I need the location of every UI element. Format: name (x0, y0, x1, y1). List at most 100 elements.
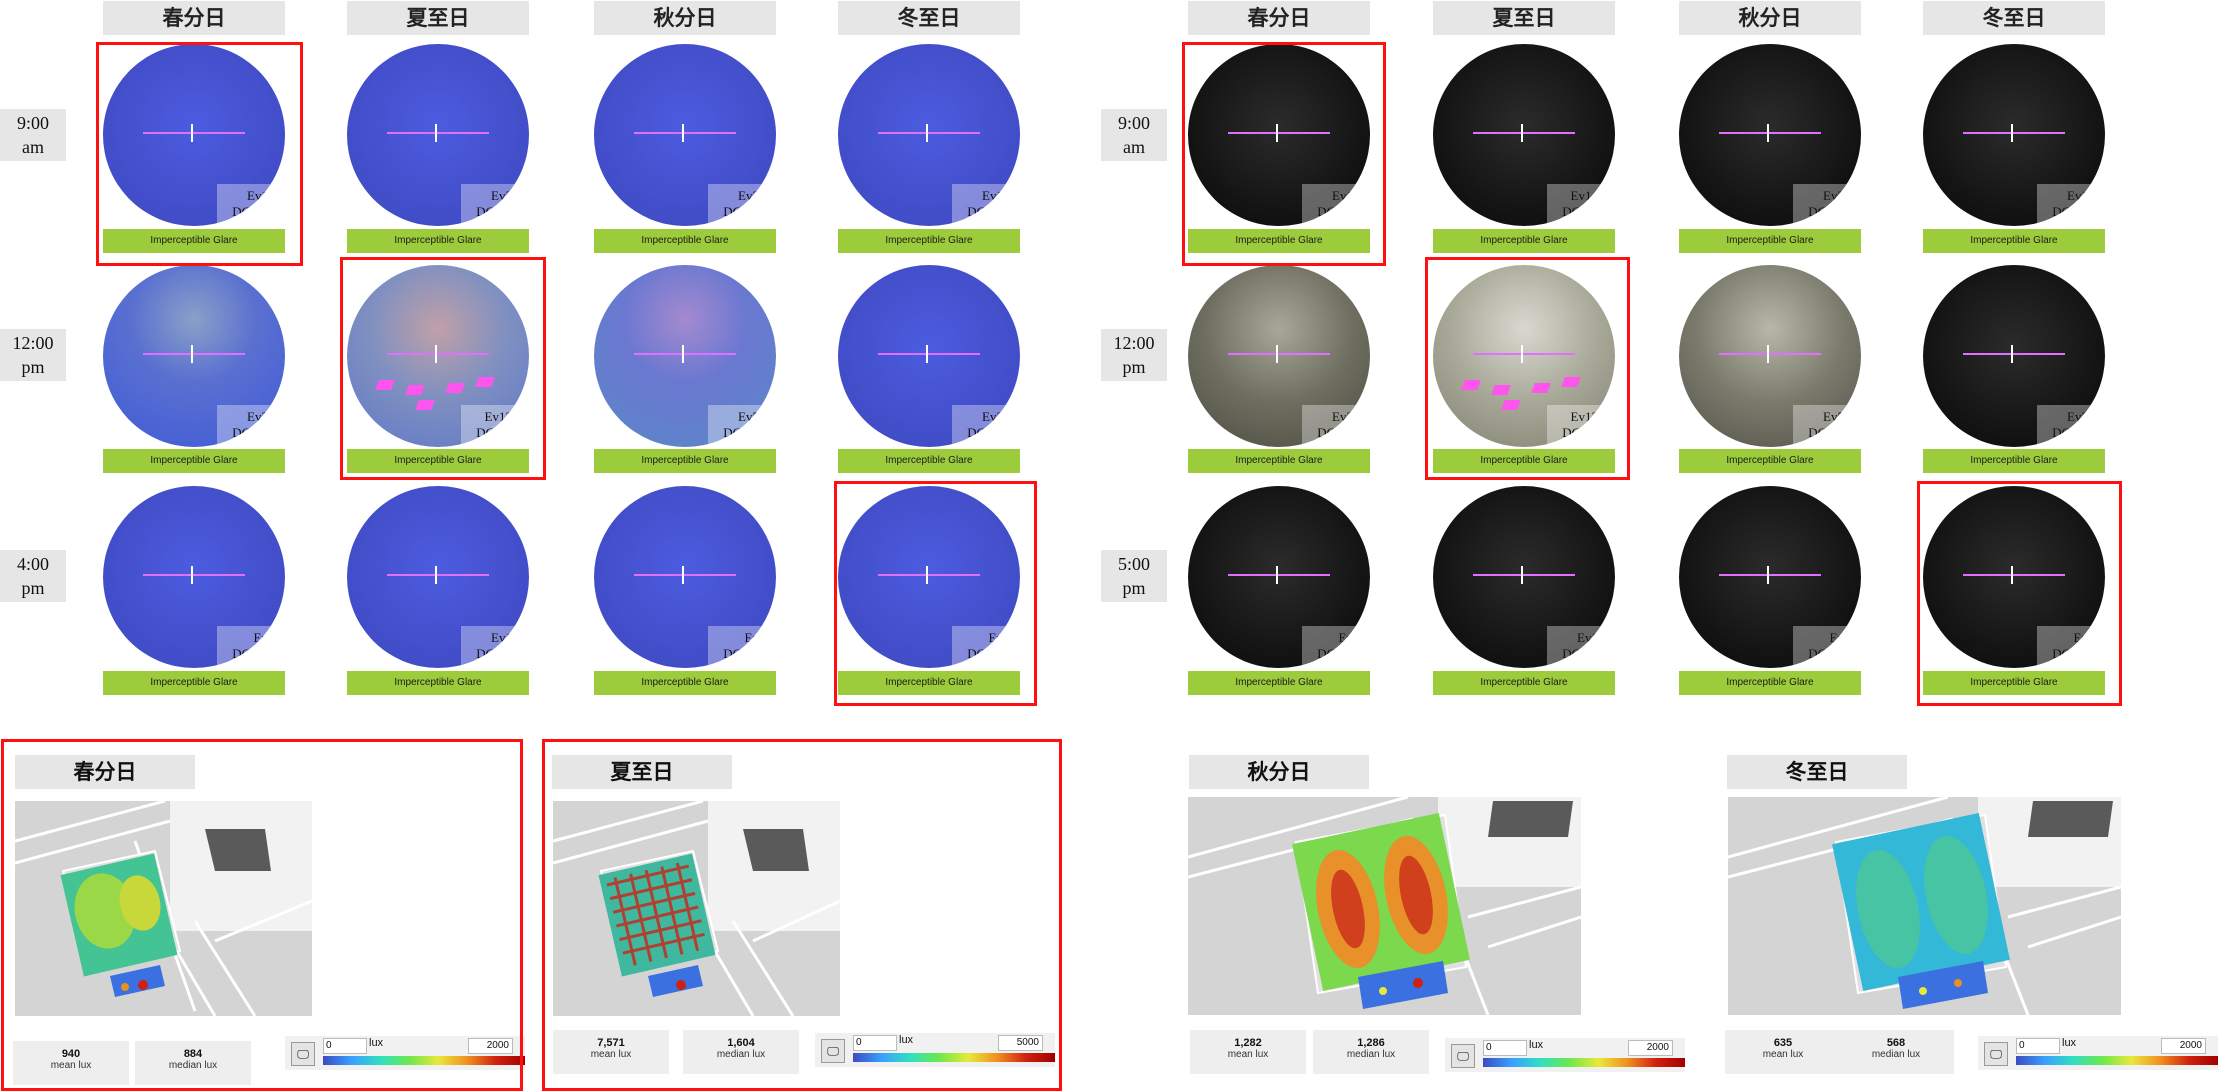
color-legend: 🖵 0 lux 2000 (285, 1036, 525, 1070)
glare-fisheye-image: Ev290 DGP0.24 (1679, 44, 1861, 226)
legend-max-input[interactable]: 2000 (1628, 1040, 1673, 1056)
mean-lux-stat: 635 mean lux (1725, 1030, 1841, 1074)
glare-status-bar: Imperceptible Glare (103, 671, 285, 695)
legend-max-input[interactable]: 5000 (998, 1035, 1043, 1051)
glare-metrics: Ev137 DGP0.07 (461, 626, 529, 668)
time-label: 9:00 am (1101, 109, 1167, 161)
glare-metrics: Ev399 DGP0.22 (1302, 405, 1370, 447)
glare-status-bar: Imperceptible Glare (347, 229, 529, 253)
illuminance-plan-image (553, 801, 840, 1016)
glare-status-bar: Imperceptible Glare (594, 671, 776, 695)
legend-gradient (2016, 1056, 2218, 1065)
monitor-icon[interactable]: 🖵 (1451, 1044, 1475, 1068)
glare-metrics: Ev559 DGP0.22 (708, 405, 776, 447)
glare-status-bar: Imperceptible Glare (1188, 671, 1370, 695)
day-header: 秋分日 (1679, 1, 1861, 35)
day-header: 春分日 (103, 1, 285, 35)
glare-metrics: Ev299 DGP0.25 (2037, 405, 2105, 447)
glare-fisheye-image: Ev137 DGP0.07 (347, 486, 529, 668)
glare-fisheye-image: Ev399 DGP0.22 (103, 265, 285, 447)
glare-metrics: Ev178 DGP0.15 (1302, 184, 1370, 226)
illuminance-plan-image (15, 801, 312, 1016)
legend-unit: lux (369, 1037, 384, 1049)
glare-fisheye-image: Ev290 DGP0.24 (594, 44, 776, 226)
glare-fisheye-image: Ev299 DGP0.25 (1923, 265, 2105, 447)
highlight-box (1182, 42, 1386, 266)
glare-metrics: Ev185 DGP0.16 (952, 184, 1020, 226)
glare-metrics: Ev178 DGP0.15 (217, 184, 285, 226)
legend-min-input[interactable]: 0 (2016, 1038, 2060, 1054)
glare-fisheye-image: Ev185 DGP0.16 (838, 44, 1020, 226)
glare-status-bar: Imperceptible Glare (838, 229, 1020, 253)
glare-fisheye-image: Ev1478 DGP0.26 (1433, 44, 1615, 226)
monitor-icon[interactable]: 🖵 (291, 1042, 315, 1066)
glare-metrics: Ev19 DGP0.00 (2037, 626, 2105, 668)
day-header: 春分日 (1188, 1, 1370, 35)
glare-metrics: Ev75 DGP0.02 (1302, 626, 1370, 668)
legend-gradient (853, 1053, 1055, 1062)
glare-metrics: Ev290 DGP0.24 (708, 184, 776, 226)
glare-fisheye-image: Ev399 DGP0.22 (1188, 265, 1370, 447)
highlight-box (1425, 257, 1630, 480)
glare-status-bar: Imperceptible Glare (1923, 671, 2105, 695)
highlight-box (1917, 481, 2122, 706)
glare-fisheye-image: Ev559 DGP0.22 (1679, 265, 1861, 447)
glare-fisheye-image: Ev55 DGP0.01 (594, 486, 776, 668)
glare-metrics: Ev399 DGP0.22 (217, 405, 285, 447)
glare-status-bar: Imperceptible Glare (1433, 229, 1615, 253)
legend-unit: lux (899, 1034, 914, 1046)
median-lux-stat: 1,604 median lux (683, 1030, 799, 1074)
glare-status-bar: Imperceptible Glare (1433, 671, 1615, 695)
glare-status-bar: Imperceptible Glare (838, 671, 1020, 695)
time-label: 9:00 am (0, 109, 66, 161)
illuminance-plan-image (1728, 797, 2121, 1015)
median-lux-stat: 1,286 median lux (1313, 1030, 1429, 1074)
mean-lux-stat: 7,571 mean lux (553, 1030, 669, 1074)
glare-status-bar: Imperceptible Glare (1679, 229, 1861, 253)
glare-metrics: Ev137 DGP0.07 (1547, 626, 1615, 668)
day-header: 冬至日 (838, 1, 1020, 35)
glare-status-bar: Imperceptible Glare (1679, 671, 1861, 695)
legend-min-input[interactable]: 0 (323, 1038, 367, 1054)
highlight-box (96, 42, 303, 266)
legend-unit: lux (1529, 1039, 1544, 1051)
glare-fisheye-image: Ev1240 DGP0.24 (1433, 265, 1615, 447)
illuminance-plan-image (1188, 797, 1581, 1015)
glare-fisheye-image: Ev178 DGP0.15 (1188, 44, 1370, 226)
legend-gradient (323, 1056, 525, 1065)
glare-status-bar: Imperceptible Glare (103, 449, 285, 473)
highlight-box (1, 739, 523, 1091)
glare-fisheye-image: Ev55 DGP0.01 (1679, 486, 1861, 668)
glare-metrics: Ev340 DGP0.24 (461, 184, 529, 226)
glare-status-bar: Imperceptible Glare (347, 671, 529, 695)
monitor-icon[interactable]: 🖵 (821, 1039, 845, 1063)
glare-fisheye-image: Ev19 DGP0.00 (838, 486, 1020, 668)
color-legend: 🖵 0 lux 2000 (1445, 1038, 1685, 1072)
color-legend: 🖵 0 lux 5000 (815, 1033, 1055, 1067)
monitor-icon[interactable]: 🖵 (1984, 1042, 2008, 1066)
glare-status-bar: Imperceptible Glare (1188, 449, 1370, 473)
legend-max-input[interactable]: 2000 (2161, 1038, 2206, 1054)
glare-metrics: Ev55 DGP0.01 (708, 626, 776, 668)
glare-fisheye-image: Ev137 DGP0.07 (1433, 486, 1615, 668)
glare-fisheye-image: Ev75 DGP0.02 (1188, 486, 1370, 668)
glare-status-bar: Imperceptible Glare (1923, 229, 2105, 253)
day-header: 夏至日 (552, 755, 732, 789)
median-lux-stat: 884 median lux (135, 1041, 251, 1085)
day-header: 冬至日 (1727, 755, 1907, 789)
glare-status-bar: Imperceptible Glare (594, 449, 776, 473)
glare-status-bar: Imperceptible Glare (103, 229, 285, 253)
glare-status-bar: Imperceptible Glare (1679, 449, 1861, 473)
highlight-box (542, 739, 1062, 1091)
glare-fisheye-image: Ev559 DGP0.22 (594, 265, 776, 447)
time-label: 5:00 pm (1101, 550, 1167, 602)
day-header: 夏至日 (1433, 1, 1615, 35)
day-header: 春分日 (15, 755, 195, 789)
glare-status-bar: Imperceptible Glare (1188, 229, 1370, 253)
legend-max-input[interactable]: 2000 (468, 1038, 513, 1054)
glare-fisheye-image: Ev340 DGP0.24 (347, 44, 529, 226)
glare-fisheye-image: Ev299 DGP0.25 (838, 265, 1020, 447)
legend-min-input[interactable]: 0 (1483, 1040, 1527, 1056)
legend-min-input[interactable]: 0 (853, 1035, 897, 1051)
time-label: 12:00 pm (0, 329, 66, 381)
